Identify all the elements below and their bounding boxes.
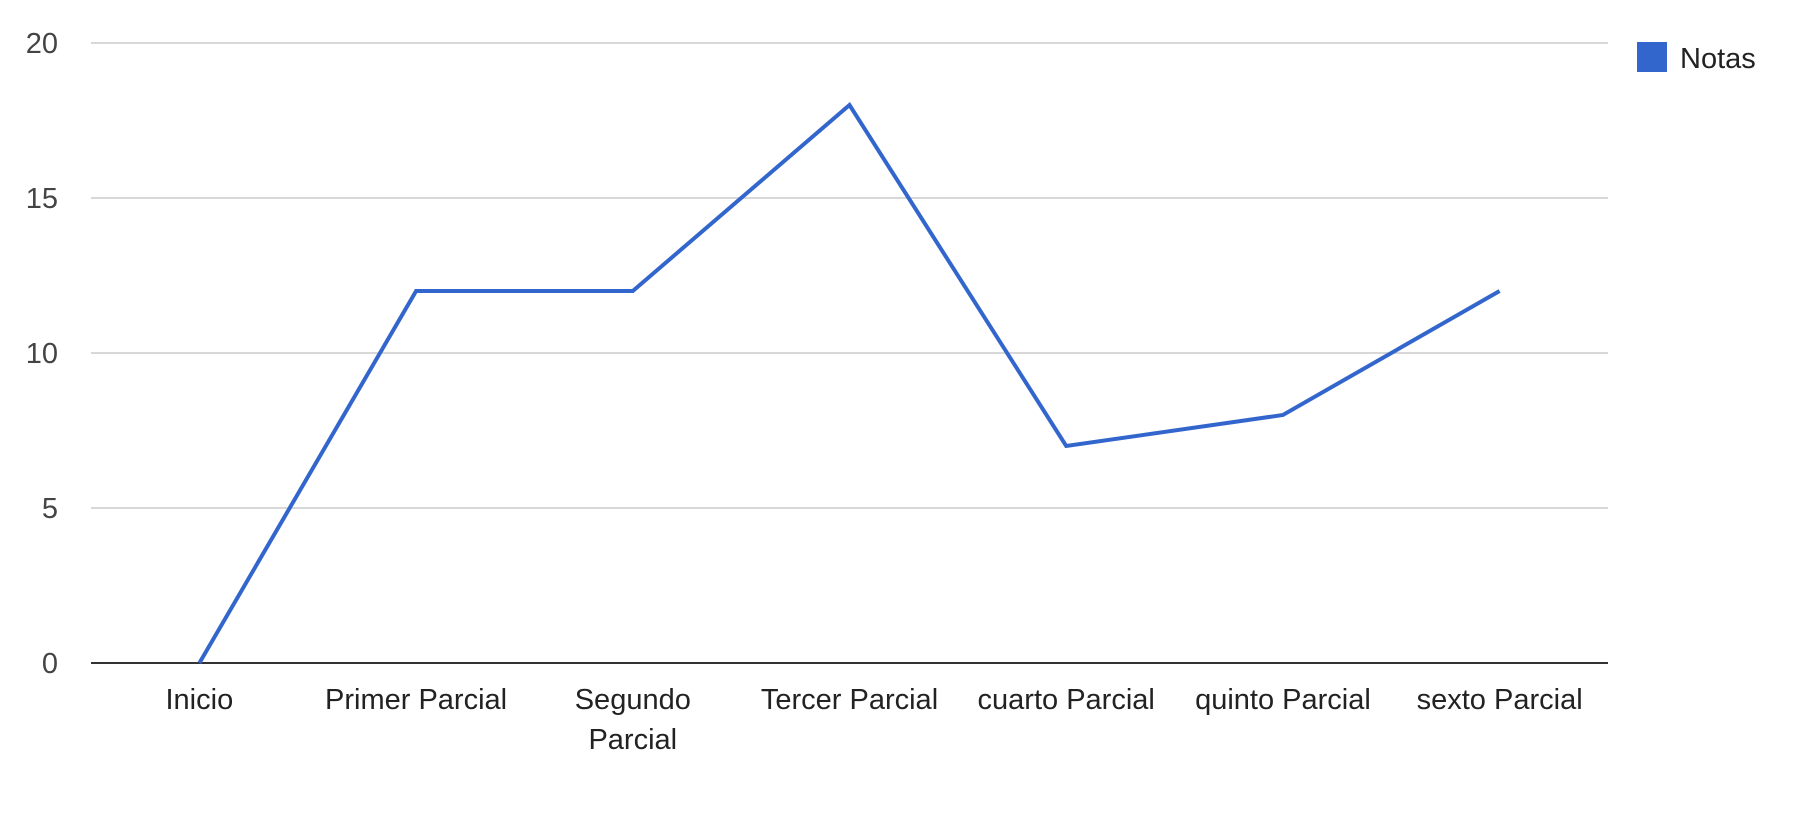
x-tick-label-5: quinto Parcial [1195, 684, 1371, 716]
series-line-0 [197, 101, 1501, 665]
y-tick-label-15: 15 [26, 183, 58, 215]
x-tick-label-2: Segundo Parcial [575, 684, 691, 756]
y-tick-label-10: 10 [26, 338, 58, 370]
series-lines [197, 101, 1501, 665]
y-axis: 0 5 10 15 20 [26, 28, 58, 680]
x-tick-label-6: sexto Parcial [1417, 684, 1583, 716]
gridlines [91, 42, 1608, 509]
x-tick-label-1: Primer Parcial [325, 684, 507, 716]
x-tick-label-4: cuarto Parcial [978, 684, 1155, 716]
legend-label-notas: Notas [1680, 43, 1756, 75]
x-tick-label-0: Inicio [166, 684, 234, 716]
legend-swatch-notas [1637, 42, 1667, 72]
x-tick-label-3: Tercer Parcial [761, 684, 938, 716]
y-tick-label-0: 0 [42, 648, 58, 680]
legend: Notas [1637, 42, 1756, 75]
y-tick-label-5: 5 [42, 493, 58, 525]
x-axis: Inicio Primer Parcial Segundo Parcial Tercer… [91, 662, 1608, 756]
y-tick-label-20: 20 [26, 28, 58, 60]
